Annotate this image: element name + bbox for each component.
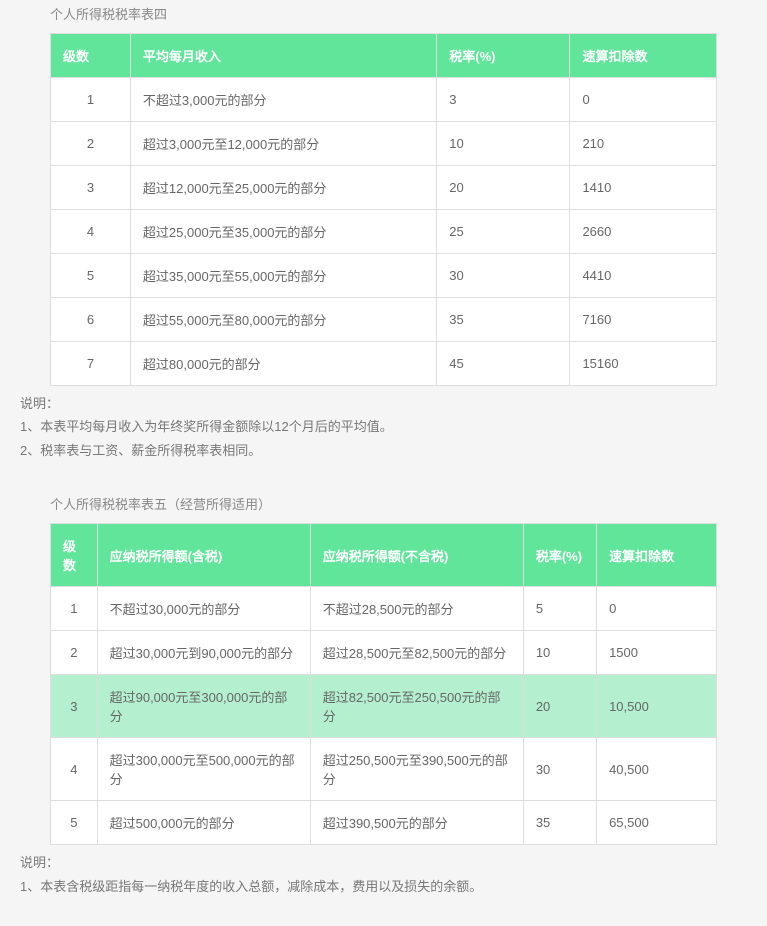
notes-label: 说明： (20, 392, 747, 415)
column-header: 应纳税所得额(不含税) (310, 524, 523, 587)
notes-line: 1、本表含税级距指每一纳税年度的收入总额，减除成本，费用以及损失的余额。 (20, 875, 747, 898)
table-cell: 超过500,000元的部分 (97, 801, 310, 845)
table-cell: 3 (51, 166, 131, 210)
table-cell: 不超过3,000元的部分 (130, 78, 436, 122)
table-cell: 35 (523, 801, 596, 845)
table-cell: 20 (437, 166, 570, 210)
table-cell: 1 (51, 78, 131, 122)
table-cell: 7 (51, 342, 131, 386)
table-cell: 2660 (570, 210, 717, 254)
table-cell: 5 (51, 254, 131, 298)
table-cell: 超过35,000元至55,000元的部分 (130, 254, 436, 298)
column-header: 平均每月收入 (130, 34, 436, 78)
table-cell: 10 (437, 122, 570, 166)
table-row: 7超过80,000元的部分4515160 (51, 342, 717, 386)
table-row: 5超过500,000元的部分超过390,500元的部分3565,500 (51, 801, 717, 845)
table-cell: 4410 (570, 254, 717, 298)
table-cell: 20 (523, 675, 596, 738)
table-cell: 65,500 (597, 801, 717, 845)
table-cell: 30 (523, 738, 596, 801)
column-header: 税率(%) (437, 34, 570, 78)
table-cell: 超过80,000元的部分 (130, 342, 436, 386)
table-cell: 25 (437, 210, 570, 254)
table-row: 5超过35,000元至55,000元的部分304410 (51, 254, 717, 298)
table-cell: 0 (597, 587, 717, 631)
table-cell: 超过25,000元至35,000元的部分 (130, 210, 436, 254)
table-cell: 1 (51, 587, 98, 631)
table-cell: 10,500 (597, 675, 717, 738)
column-header: 应纳税所得额(含税) (97, 524, 310, 587)
table-cell: 210 (570, 122, 717, 166)
table-cell: 45 (437, 342, 570, 386)
table-cell: 7160 (570, 298, 717, 342)
table-cell: 超过30,000元到90,000元的部分 (97, 631, 310, 675)
table-cell: 4 (51, 738, 98, 801)
table-cell: 6 (51, 298, 131, 342)
table-row: 2超过30,000元到90,000元的部分超过28,500元至82,500元的部… (51, 631, 717, 675)
table-row: 6超过55,000元至80,000元的部分357160 (51, 298, 717, 342)
tax-table-5: 级数应纳税所得额(含税)应纳税所得额(不含税)税率(%)速算扣除数1不超过30,… (50, 523, 717, 845)
table-cell: 2 (51, 631, 98, 675)
table-row: 4超过300,000元至500,000元的部分超过250,500元至390,50… (51, 738, 717, 801)
table-row: 1不超过3,000元的部分30 (51, 78, 717, 122)
table-cell: 超过55,000元至80,000元的部分 (130, 298, 436, 342)
table-cell: 40,500 (597, 738, 717, 801)
table4-title: 个人所得税税率表四 (50, 4, 717, 23)
table-row: 4超过25,000元至35,000元的部分252660 (51, 210, 717, 254)
table-cell: 超过12,000元至25,000元的部分 (130, 166, 436, 210)
table5-notes: 说明：1、本表含税级距指每一纳税年度的收入总额，减除成本，费用以及损失的余额。 (20, 851, 747, 898)
table-cell: 3 (51, 675, 98, 738)
table-cell: 5 (523, 587, 596, 631)
table-cell: 4 (51, 210, 131, 254)
table-cell: 35 (437, 298, 570, 342)
table-row: 2超过3,000元至12,000元的部分10210 (51, 122, 717, 166)
table-cell: 超过300,000元至500,000元的部分 (97, 738, 310, 801)
table-cell: 超过82,500元至250,500元的部分 (310, 675, 523, 738)
table-row: 3超过12,000元至25,000元的部分201410 (51, 166, 717, 210)
notes-line: 2、税率表与工资、薪金所得税率表相同。 (20, 439, 747, 462)
column-header: 级数 (51, 34, 131, 78)
table5-title: 个人所得税税率表五（经营所得适用） (50, 494, 717, 513)
table-cell: 0 (570, 78, 717, 122)
table-cell: 超过390,500元的部分 (310, 801, 523, 845)
table-cell: 1410 (570, 166, 717, 210)
table-cell: 15160 (570, 342, 717, 386)
table-row: 1不超过30,000元的部分不超过28,500元的部分50 (51, 587, 717, 631)
table4-notes: 说明：1、本表平均每月收入为年终奖所得金额除以12个月后的平均值。2、税率表与工… (20, 392, 747, 462)
table-cell: 3 (437, 78, 570, 122)
column-header: 级数 (51, 524, 98, 587)
table-cell: 10 (523, 631, 596, 675)
table-cell: 5 (51, 801, 98, 845)
table-cell: 30 (437, 254, 570, 298)
table-cell: 超过3,000元至12,000元的部分 (130, 122, 436, 166)
notes-line: 1、本表平均每月收入为年终奖所得金额除以12个月后的平均值。 (20, 415, 747, 438)
table-cell: 超过90,000元至300,000元的部分 (97, 675, 310, 738)
table-cell: 2 (51, 122, 131, 166)
table-cell: 超过28,500元至82,500元的部分 (310, 631, 523, 675)
notes-label: 说明： (20, 851, 747, 874)
table-cell: 超过250,500元至390,500元的部分 (310, 738, 523, 801)
tax-table-4: 级数平均每月收入税率(%)速算扣除数1不超过3,000元的部分302超过3,00… (50, 33, 717, 386)
table-cell: 不超过30,000元的部分 (97, 587, 310, 631)
column-header: 速算扣除数 (570, 34, 717, 78)
table-cell: 1500 (597, 631, 717, 675)
table-row: 3超过90,000元至300,000元的部分超过82,500元至250,500元… (51, 675, 717, 738)
column-header: 税率(%) (523, 524, 596, 587)
table-cell: 不超过28,500元的部分 (310, 587, 523, 631)
column-header: 速算扣除数 (597, 524, 717, 587)
